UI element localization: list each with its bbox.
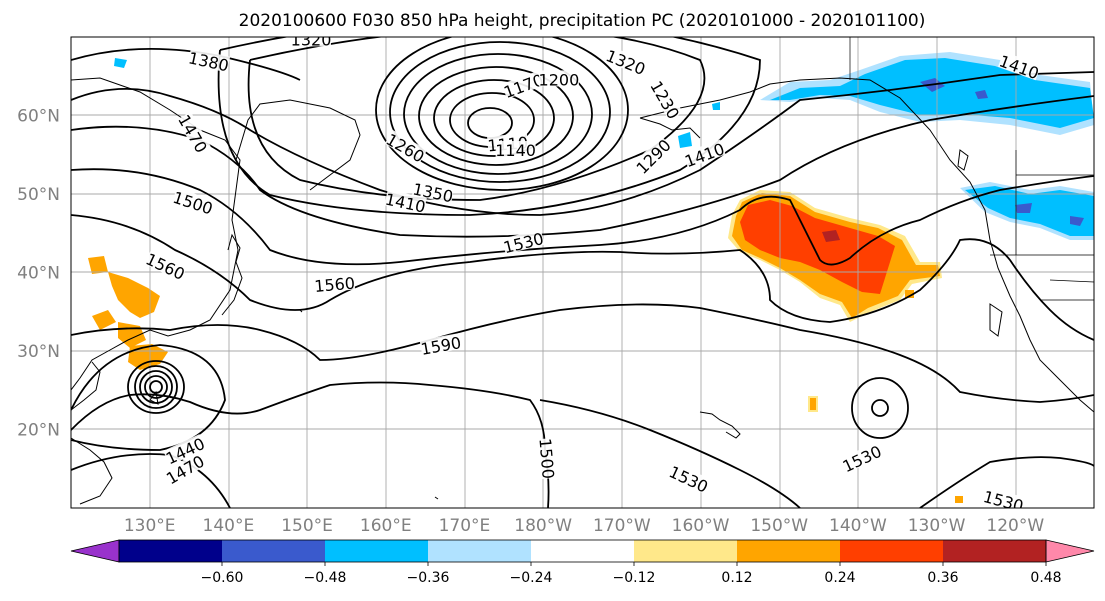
lon-tick-label: 120°W <box>986 516 1044 536</box>
colorbar-tick-label: −0.36 <box>407 570 450 586</box>
gridlines <box>71 37 1094 508</box>
colorbar-extend-high <box>1045 539 1095 563</box>
colorbar-tick-label: −0.12 <box>613 570 656 586</box>
negative-precip-shading <box>114 52 1094 240</box>
colorbar-swatch <box>325 540 428 562</box>
contour-label: 1500 <box>535 437 557 479</box>
colorbar-swatch <box>737 540 840 562</box>
colorbar-swatch <box>119 540 222 562</box>
colorbar-frame <box>118 539 1047 563</box>
lon-tick-label: 150°E <box>281 516 333 536</box>
lon-tick-label: 180°W <box>514 516 572 536</box>
lon-tick-label: 170°E <box>439 516 491 536</box>
contour-label: 1320 <box>291 30 332 49</box>
colorbar: −0.60 −0.48 −0.36 −0.24 −0.12 0.12 0.24 0.36 0.4… <box>70 539 1095 586</box>
lat-tick-label: 20°N <box>17 421 60 441</box>
lat-tick-label: 30°N <box>17 342 60 362</box>
lat-tick-label: 40°N <box>17 264 60 284</box>
colorbar-swatch <box>222 540 325 562</box>
height-contours <box>71 37 1094 508</box>
colorbar-extend-low <box>70 539 120 563</box>
latitude-tick-labels: 60°N 50°N 40°N 30°N 20°N <box>17 107 60 441</box>
colorbar-swatch <box>531 540 634 562</box>
lon-tick-label: 160°E <box>360 516 412 536</box>
map-panel: 1320138013201170120012301410147012601110… <box>71 30 1094 508</box>
colorbar-tick-label: −0.60 <box>201 570 244 586</box>
contour-label: 1140 <box>495 141 536 160</box>
colorbar-tick-label: −0.24 <box>510 570 553 586</box>
colorbar-tick-label: 0.12 <box>721 570 752 586</box>
colorbar-tick-label: 0.24 <box>824 570 855 586</box>
lat-tick-label: 50°N <box>17 185 60 205</box>
lat-tick-label: 60°N <box>17 107 60 127</box>
lon-tick-label: 160°W <box>672 516 730 536</box>
contour-label: 1560 <box>314 274 356 296</box>
colorbar-tick-label: 0.36 <box>927 570 958 586</box>
longitude-tick-labels: 130°E 140°E 150°E 160°E 170°E 180°W 170°W 160°W… <box>124 516 1045 536</box>
lon-tick-label: 170°W <box>593 516 651 536</box>
colorbar-swatch <box>943 540 1046 562</box>
lon-tick-label: 140°E <box>203 516 255 536</box>
lon-tick-label: 130°W <box>908 516 966 536</box>
lon-tick-label: 130°E <box>124 516 176 536</box>
colorbar-swatch <box>840 540 943 562</box>
lon-tick-label: 150°W <box>750 516 808 536</box>
colorbar-tick-label: −0.48 <box>304 570 347 586</box>
contour-label: 1200 <box>539 70 580 89</box>
colorbar-swatch <box>634 540 737 562</box>
borders <box>849 37 1094 301</box>
lon-tick-label: 140°W <box>829 516 887 536</box>
positive-precip-shading <box>88 190 963 503</box>
colorbar-tick-label: 0.48 <box>1030 570 1061 586</box>
map-frame <box>70 36 1095 509</box>
figure-title: 2020100600 F030 850 hPa height, precipit… <box>239 11 926 31</box>
colorbar-swatch <box>428 540 531 562</box>
